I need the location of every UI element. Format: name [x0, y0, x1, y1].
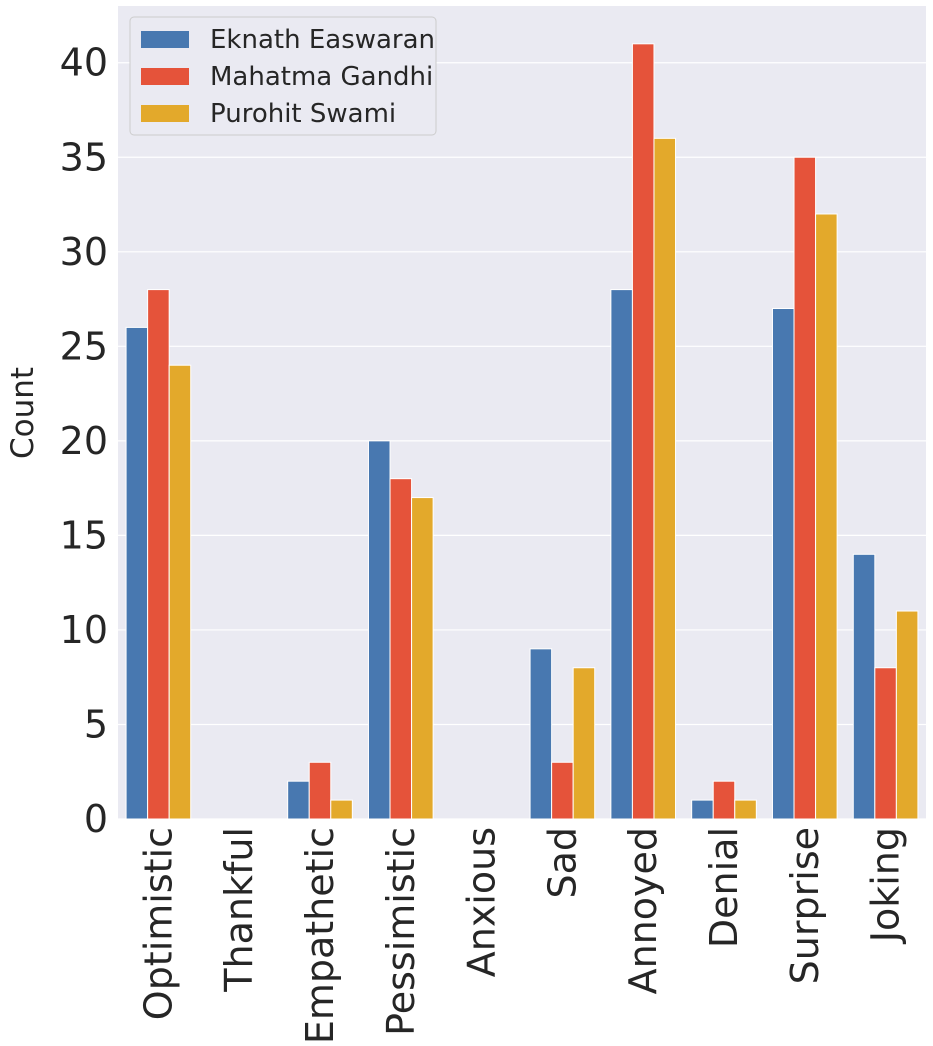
bar [631, 43, 655, 820]
x-tick-labels: Optimistic Thankful Empathetic Pessimistic A… [136, 827, 907, 1044]
x-tick-label: Annoyed [621, 827, 665, 994]
bar [852, 553, 876, 820]
x-tick-label: Joking [864, 827, 908, 944]
x-tick-label: Thankful [217, 827, 261, 993]
bar [793, 156, 817, 820]
legend-label: Eknath Easwaran [210, 25, 435, 55]
legend: Eknath Easwaran Mahatma Gandhi Purohit Swa… [129, 16, 437, 136]
x-tick-label: Pessimistic [379, 827, 423, 1036]
x-tick-label: Anxious [460, 827, 504, 977]
y-tick-label: 5 [84, 702, 108, 746]
bar [572, 667, 596, 820]
y-tick-label: 30 [60, 230, 108, 274]
bar [691, 799, 714, 820]
y-tick-label: 40 [60, 41, 108, 85]
legend-swatch [141, 105, 189, 122]
bar [168, 364, 192, 820]
bar [734, 799, 757, 820]
bar [147, 289, 170, 820]
bar [551, 761, 574, 820]
x-tick-label: Denial [702, 827, 746, 948]
y-tick-label: 15 [60, 513, 108, 557]
x-tick-label: Sad [540, 827, 584, 899]
legend-swatch [141, 31, 189, 48]
bar [771, 308, 795, 820]
bar [411, 497, 434, 820]
bar [125, 326, 149, 820]
x-tick-label: Surprise [783, 827, 827, 984]
y-tick-labels: 0 5 10 15 20 25 30 35 40 [60, 41, 108, 841]
bar [367, 440, 391, 820]
bar [287, 780, 310, 820]
x-tick-label: Optimistic [136, 827, 180, 1020]
bar [712, 780, 736, 820]
x-tick-label: Empathetic [298, 827, 342, 1044]
bar [815, 213, 838, 820]
y-tick-label: 0 [84, 797, 108, 841]
legend-label: Purohit Swami [210, 99, 396, 129]
y-tick-label: 10 [60, 608, 108, 652]
bars [125, 43, 919, 820]
bar [610, 289, 633, 820]
legend-swatch [141, 68, 189, 85]
y-tick-label: 25 [60, 324, 108, 368]
bar [529, 648, 553, 820]
legend-label: Mahatma Gandhi [210, 62, 433, 92]
y-tick-label: 35 [60, 135, 108, 179]
y-tick-label: 20 [60, 419, 108, 463]
legend-box [129, 16, 437, 136]
bar [895, 610, 919, 820]
bar [653, 137, 677, 820]
bar [389, 478, 413, 820]
bar [308, 761, 332, 820]
y-axis-label: Count [5, 367, 41, 459]
bar [874, 667, 897, 820]
bar [330, 799, 353, 820]
